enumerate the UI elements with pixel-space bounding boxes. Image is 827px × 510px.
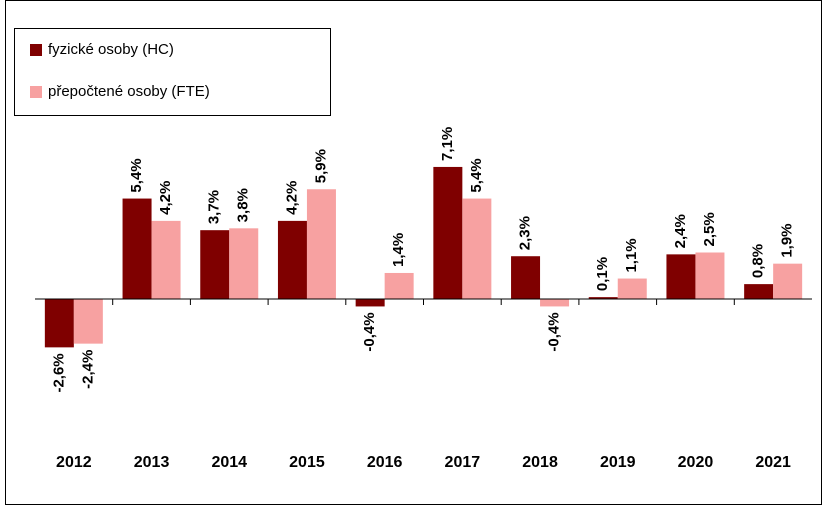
x-tick-label: 2020: [678, 454, 714, 471]
data-label: 3,7%: [206, 190, 223, 224]
data-label: 0,8%: [750, 244, 767, 278]
x-tick-label: 2021: [755, 454, 791, 471]
x-tick-label: 2017: [445, 454, 481, 471]
bar: [773, 263, 803, 299]
bar: [44, 299, 74, 348]
data-label: 2,3%: [517, 216, 534, 250]
bar: [695, 252, 725, 299]
data-label: -2,4%: [79, 350, 96, 389]
bar: [122, 198, 152, 299]
data-label: 5,4%: [468, 158, 485, 192]
data-label: 1,4%: [390, 233, 407, 267]
x-tick-label: 2019: [600, 454, 636, 471]
data-label: 1,1%: [623, 238, 640, 272]
bar: [200, 230, 230, 299]
bar: [666, 254, 696, 299]
bar: [433, 166, 463, 299]
x-tick-label: 2012: [56, 454, 92, 471]
x-tick-label: 2015: [289, 454, 325, 471]
bar: [73, 299, 103, 344]
legend-swatch: [30, 86, 42, 98]
bar: [588, 297, 618, 299]
legend: fyzické osoby (HC) přepočtené osoby (FTE): [14, 28, 331, 116]
bar: [540, 299, 570, 307]
legend-box: [14, 28, 331, 116]
bar: [511, 256, 541, 299]
legend-label: přepočtené osoby (FTE): [48, 83, 210, 100]
bar: [462, 198, 492, 299]
data-label: 5,4%: [128, 158, 145, 192]
data-label: 5,9%: [312, 149, 329, 183]
bar: [384, 272, 414, 299]
bar: [617, 278, 647, 299]
data-label: 1,9%: [779, 223, 796, 257]
data-label: -0,4%: [546, 312, 563, 351]
bar: [306, 189, 336, 299]
data-label: 2,5%: [701, 212, 718, 246]
bar: [355, 299, 385, 307]
bar: [151, 220, 181, 299]
data-label: 4,2%: [157, 181, 174, 215]
bar: [744, 284, 774, 299]
x-tick-label: 2013: [134, 454, 170, 471]
data-label: 0,1%: [594, 257, 611, 291]
legend-swatch: [30, 44, 42, 56]
data-label: 3,8%: [235, 188, 252, 222]
bar: [277, 220, 307, 299]
x-tick-label: 2014: [211, 454, 247, 471]
bar: [229, 228, 259, 299]
data-label: -2,6%: [50, 353, 67, 392]
data-label: -0,4%: [361, 312, 378, 351]
data-label: 2,4%: [672, 214, 689, 248]
x-tick-label: 2016: [367, 454, 403, 471]
data-label: 7,1%: [439, 127, 456, 161]
data-label: 4,2%: [283, 181, 300, 215]
x-tick-label: 2018: [522, 454, 558, 471]
legend-label: fyzické osoby (HC): [48, 41, 174, 58]
